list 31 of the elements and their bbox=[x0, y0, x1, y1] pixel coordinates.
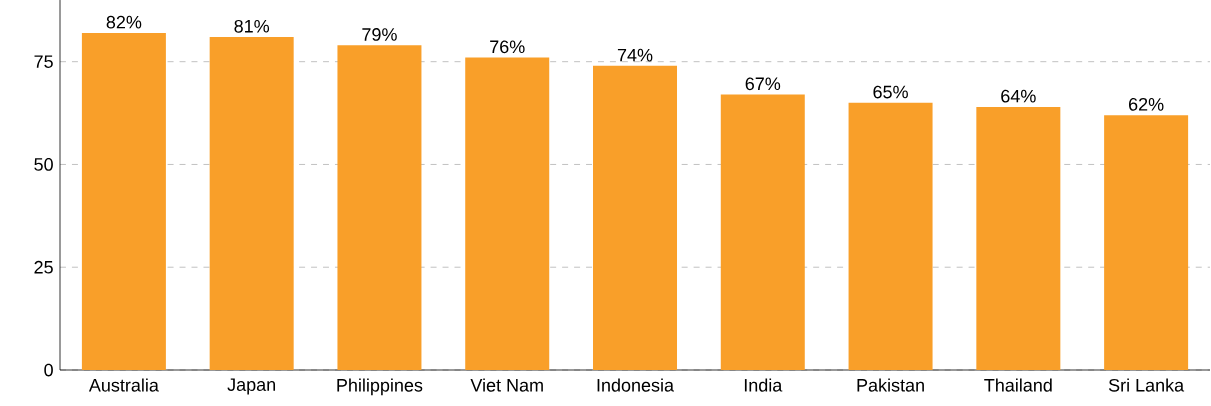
bar bbox=[848, 102, 933, 370]
x-tick-label: Pakistan bbox=[857, 378, 924, 392]
bar bbox=[81, 32, 166, 370]
bar bbox=[465, 57, 550, 370]
x-tick-label: Thailand bbox=[984, 378, 1052, 392]
data-label: 74% bbox=[617, 48, 653, 62]
data-label: 65% bbox=[873, 85, 908, 99]
data-label: 79% bbox=[362, 28, 397, 41]
x-tick-label: Australia bbox=[88, 378, 159, 392]
x-tick-label: Sri Lanka bbox=[1108, 378, 1185, 392]
x-tick-label: Indonesia bbox=[597, 378, 675, 392]
data-label: 81% bbox=[234, 19, 270, 33]
bar bbox=[1104, 115, 1189, 370]
y-tick-label: 50 bbox=[34, 158, 53, 171]
bar bbox=[593, 65, 678, 370]
y-tick-label: 75 bbox=[34, 55, 53, 68]
x-tick-label: India bbox=[744, 378, 783, 392]
data-label: 64% bbox=[1001, 89, 1036, 103]
x-tick-label: Viet Nam bbox=[470, 378, 543, 392]
x-tick-label: Japan bbox=[227, 378, 276, 395]
data-label: 62% bbox=[1129, 97, 1164, 111]
data-label: 82% bbox=[106, 15, 142, 29]
bar bbox=[720, 94, 805, 370]
data-label: 67% bbox=[745, 77, 781, 91]
bar bbox=[337, 45, 422, 370]
y-tick-label: 25 bbox=[34, 260, 53, 274]
y-tick-label: 0 bbox=[44, 363, 53, 377]
bar bbox=[209, 37, 294, 370]
x-tick-label: Philippines bbox=[337, 378, 423, 396]
data-label: 76% bbox=[490, 40, 525, 54]
bar bbox=[976, 106, 1061, 370]
